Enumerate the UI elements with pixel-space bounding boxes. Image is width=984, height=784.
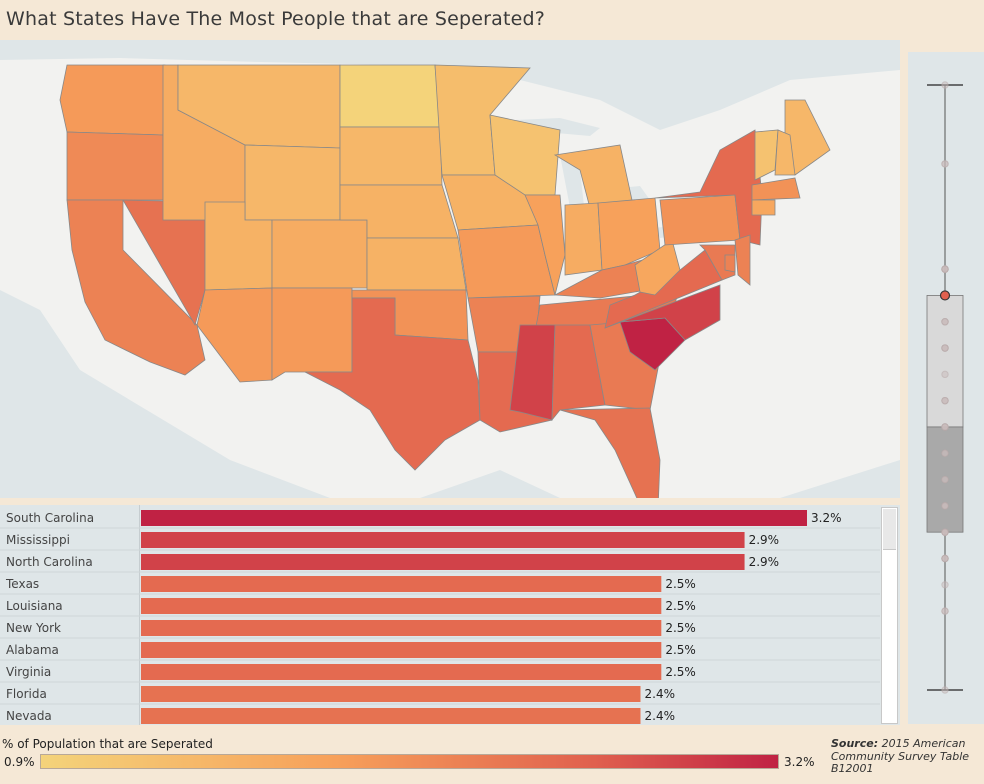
bar[interactable] <box>141 708 641 724</box>
bar-category-label: South Carolina <box>6 511 94 525</box>
source-prefix: Source: <box>831 737 879 750</box>
boxplot-point[interactable] <box>941 81 949 89</box>
source-note: Source: 2015 American Community Survey T… <box>831 737 981 776</box>
bar-value-label: 2.4% <box>645 687 676 701</box>
boxplot-point[interactable] <box>941 423 949 431</box>
state-nd[interactable] <box>339 64 441 128</box>
state-tx[interactable] <box>304 297 481 471</box>
choropleth-map[interactable] <box>0 40 900 498</box>
state-in[interactable] <box>564 202 603 276</box>
boxplot-point[interactable] <box>941 265 949 273</box>
boxplot-point[interactable] <box>941 502 949 510</box>
state-wy[interactable] <box>244 144 341 221</box>
state-de[interactable] <box>724 254 736 273</box>
boxplot-chart[interactable] <box>908 52 984 724</box>
bar-value-label: 2.9% <box>749 533 780 547</box>
state-ca[interactable] <box>66 199 206 376</box>
bar-value-label: 2.9% <box>749 555 780 569</box>
bar[interactable] <box>141 620 662 636</box>
state-ms[interactable] <box>509 324 556 421</box>
box-upper-half <box>926 295 964 428</box>
boxplot-panel <box>908 52 984 724</box>
boxplot-point[interactable] <box>941 449 949 457</box>
state-al[interactable] <box>551 324 606 422</box>
boxplot-point[interactable] <box>941 318 949 326</box>
color-legend-max: 3.2% <box>784 755 815 769</box>
bar-value-label: 3.2% <box>811 511 842 525</box>
state-sd[interactable] <box>339 126 443 186</box>
bar-category-label: Florida <box>6 687 47 701</box>
bar[interactable] <box>141 554 745 570</box>
bar[interactable] <box>141 510 807 526</box>
color-legend-title: % of Population that are Seperated <box>2 737 213 751</box>
state-wa[interactable] <box>59 64 166 136</box>
state-pa[interactable] <box>659 194 741 246</box>
state-fl[interactable] <box>559 407 661 498</box>
bar[interactable] <box>141 532 745 548</box>
state-or[interactable] <box>66 131 164 201</box>
state-nm[interactable] <box>271 287 353 381</box>
boxplot-point[interactable] <box>941 581 949 589</box>
map-canvas[interactable] <box>0 40 900 498</box>
bar[interactable] <box>141 598 662 614</box>
state-ma[interactable] <box>751 177 801 201</box>
bar-value-label: 2.5% <box>665 577 696 591</box>
color-legend-min: 0.9% <box>4 755 35 769</box>
bar-value-label: 2.5% <box>665 643 696 657</box>
bar[interactable] <box>141 642 662 658</box>
bar[interactable] <box>141 664 662 680</box>
bar-category-label: Louisiana <box>6 599 63 613</box>
boxplot-point[interactable] <box>941 607 949 615</box>
bar-category-label: North Carolina <box>6 555 93 569</box>
scrollbar-thumb[interactable] <box>883 509 896 550</box>
bar-category-label: Texas <box>5 577 39 591</box>
bar-category-label: Mississippi <box>6 533 70 547</box>
bar[interactable] <box>141 686 641 702</box>
state-co[interactable] <box>271 219 368 289</box>
source-text: 2015 American Community Survey Table B12… <box>831 737 970 775</box>
color-legend-gradient <box>40 754 779 769</box>
state-az[interactable] <box>196 287 273 383</box>
bar-category-label: Alabama <box>6 643 59 657</box>
boxplot-point[interactable] <box>941 396 949 405</box>
boxplot-point[interactable] <box>941 475 949 484</box>
boxplot-point[interactable] <box>941 686 949 694</box>
bar-label-area <box>0 505 138 725</box>
bar-chart-panel: South Carolina 3.2% Mississippi 2.9% North C… <box>0 505 900 725</box>
bar[interactable] <box>141 576 662 592</box>
state-oh[interactable] <box>597 197 661 271</box>
state-nj[interactable] <box>734 234 751 286</box>
boxplot-point[interactable] <box>941 528 949 536</box>
boxplot-point[interactable] <box>941 554 949 563</box>
bar-value-label: 2.4% <box>645 709 676 723</box>
bar-list-scrollbar[interactable] <box>881 507 898 724</box>
state-ks[interactable] <box>366 237 467 291</box>
page-title: What States Have The Most People that ar… <box>6 8 546 30</box>
bar-category-label: Nevada <box>6 709 52 723</box>
boxplot-point[interactable] <box>941 160 949 168</box>
bar-value-label: 2.5% <box>665 665 696 679</box>
bar-category-label: New York <box>6 621 61 635</box>
state-ct[interactable] <box>751 199 776 216</box>
bar-value-label: 2.5% <box>665 621 696 635</box>
boxplot-highlight-point[interactable] <box>939 290 951 301</box>
state-nh[interactable] <box>774 129 796 176</box>
bar-value-label: 2.5% <box>665 599 696 613</box>
bar-category-label: Virginia <box>6 665 51 679</box>
state-md[interactable] <box>699 244 736 281</box>
bar-chart[interactable]: South Carolina 3.2% Mississippi 2.9% North C… <box>0 505 880 725</box>
boxplot-point[interactable] <box>941 370 949 379</box>
boxplot-point[interactable] <box>941 344 949 352</box>
